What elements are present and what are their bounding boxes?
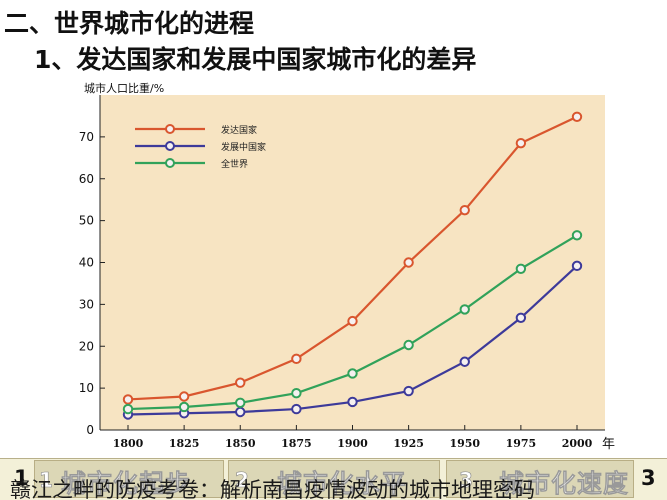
data-point [235,377,246,388]
data-point [403,339,414,351]
x-tick-label: 1825 [169,437,200,450]
data-point [347,396,358,408]
y-tick-label: 40 [79,256,94,270]
legend-marker [165,124,175,134]
data-point [235,397,246,408]
y-tick-label: 60 [79,172,94,186]
data-point [515,137,527,149]
legend-marker [165,158,175,168]
tab-label: 城市化速度 [499,469,630,498]
data-point [403,257,414,268]
x-tick-label: 1900 [337,437,368,450]
footer-caption: 赣江之畔的防疫考卷：解析南昌疫情波动的城市地理密码 [10,478,535,500]
data-point [178,391,190,402]
y-tick-label: 30 [79,297,94,311]
y-tick-label: 70 [79,130,94,144]
tab-label: 城市化起步 [61,469,192,498]
y-tick-label: 50 [79,214,94,228]
data-point [515,312,527,323]
tab-urbanization-start[interactable]: 1 城市化起步 [34,460,224,498]
data-point [571,111,583,122]
data-point [403,385,414,397]
data-point [571,260,583,272]
x-tick-label: 2000 [562,437,593,450]
data-point [347,368,358,379]
legend-label: 全世界 [221,158,248,170]
tab-number: 2 [235,468,250,493]
main-heading: 二、世界城市化的进程 [4,9,255,38]
data-point [122,403,134,415]
x-tick-label: 1800 [113,437,144,450]
y-tick-label: 10 [79,381,94,395]
data-point [347,315,358,327]
data-point [291,387,302,399]
data-point [459,304,470,315]
data-point [291,353,302,365]
legend-label: 发展中国家 [221,141,266,153]
x-tick-label: 1950 [449,437,480,450]
y-tick-label: 20 [79,339,94,353]
tab-number: 1 [39,468,54,493]
urbanization-line-chart: 0 10 20 30 40 50 60 70 1800 1825 1850 1875 1900 1925 1… [79,81,615,452]
data-point [515,263,527,274]
tab-number: 3 [459,468,474,493]
legend-label: 发达国家 [221,124,257,136]
data-point [235,406,246,418]
data-point [571,230,583,241]
x-tick-label: 1875 [281,437,312,450]
x-tick-label: 1975 [506,437,537,450]
y-axis-label: 城市人口比重/% [84,81,164,95]
sub-heading: 1、发达国家和发展中国家城市化的差异 [34,45,477,74]
tab-urbanization-speed[interactable]: 3 城市化速度 [446,460,634,498]
y-tick-label: 0 [86,423,94,437]
data-point [291,403,302,415]
right-edge-number: 3 [641,466,656,490]
data-point [122,394,134,405]
data-point [178,401,190,413]
tab-urbanization-level[interactable]: 2 城市化水平 [228,460,440,498]
tab-label: 城市化水平 [277,469,408,498]
x-tick-label: 1925 [393,437,424,450]
data-point [459,204,470,216]
data-point [459,356,470,367]
x-tick-label: 1850 [225,437,256,450]
left-edge-number: 1 [14,466,29,490]
legend-marker [165,141,175,151]
x-axis-label: 年 [602,437,615,452]
